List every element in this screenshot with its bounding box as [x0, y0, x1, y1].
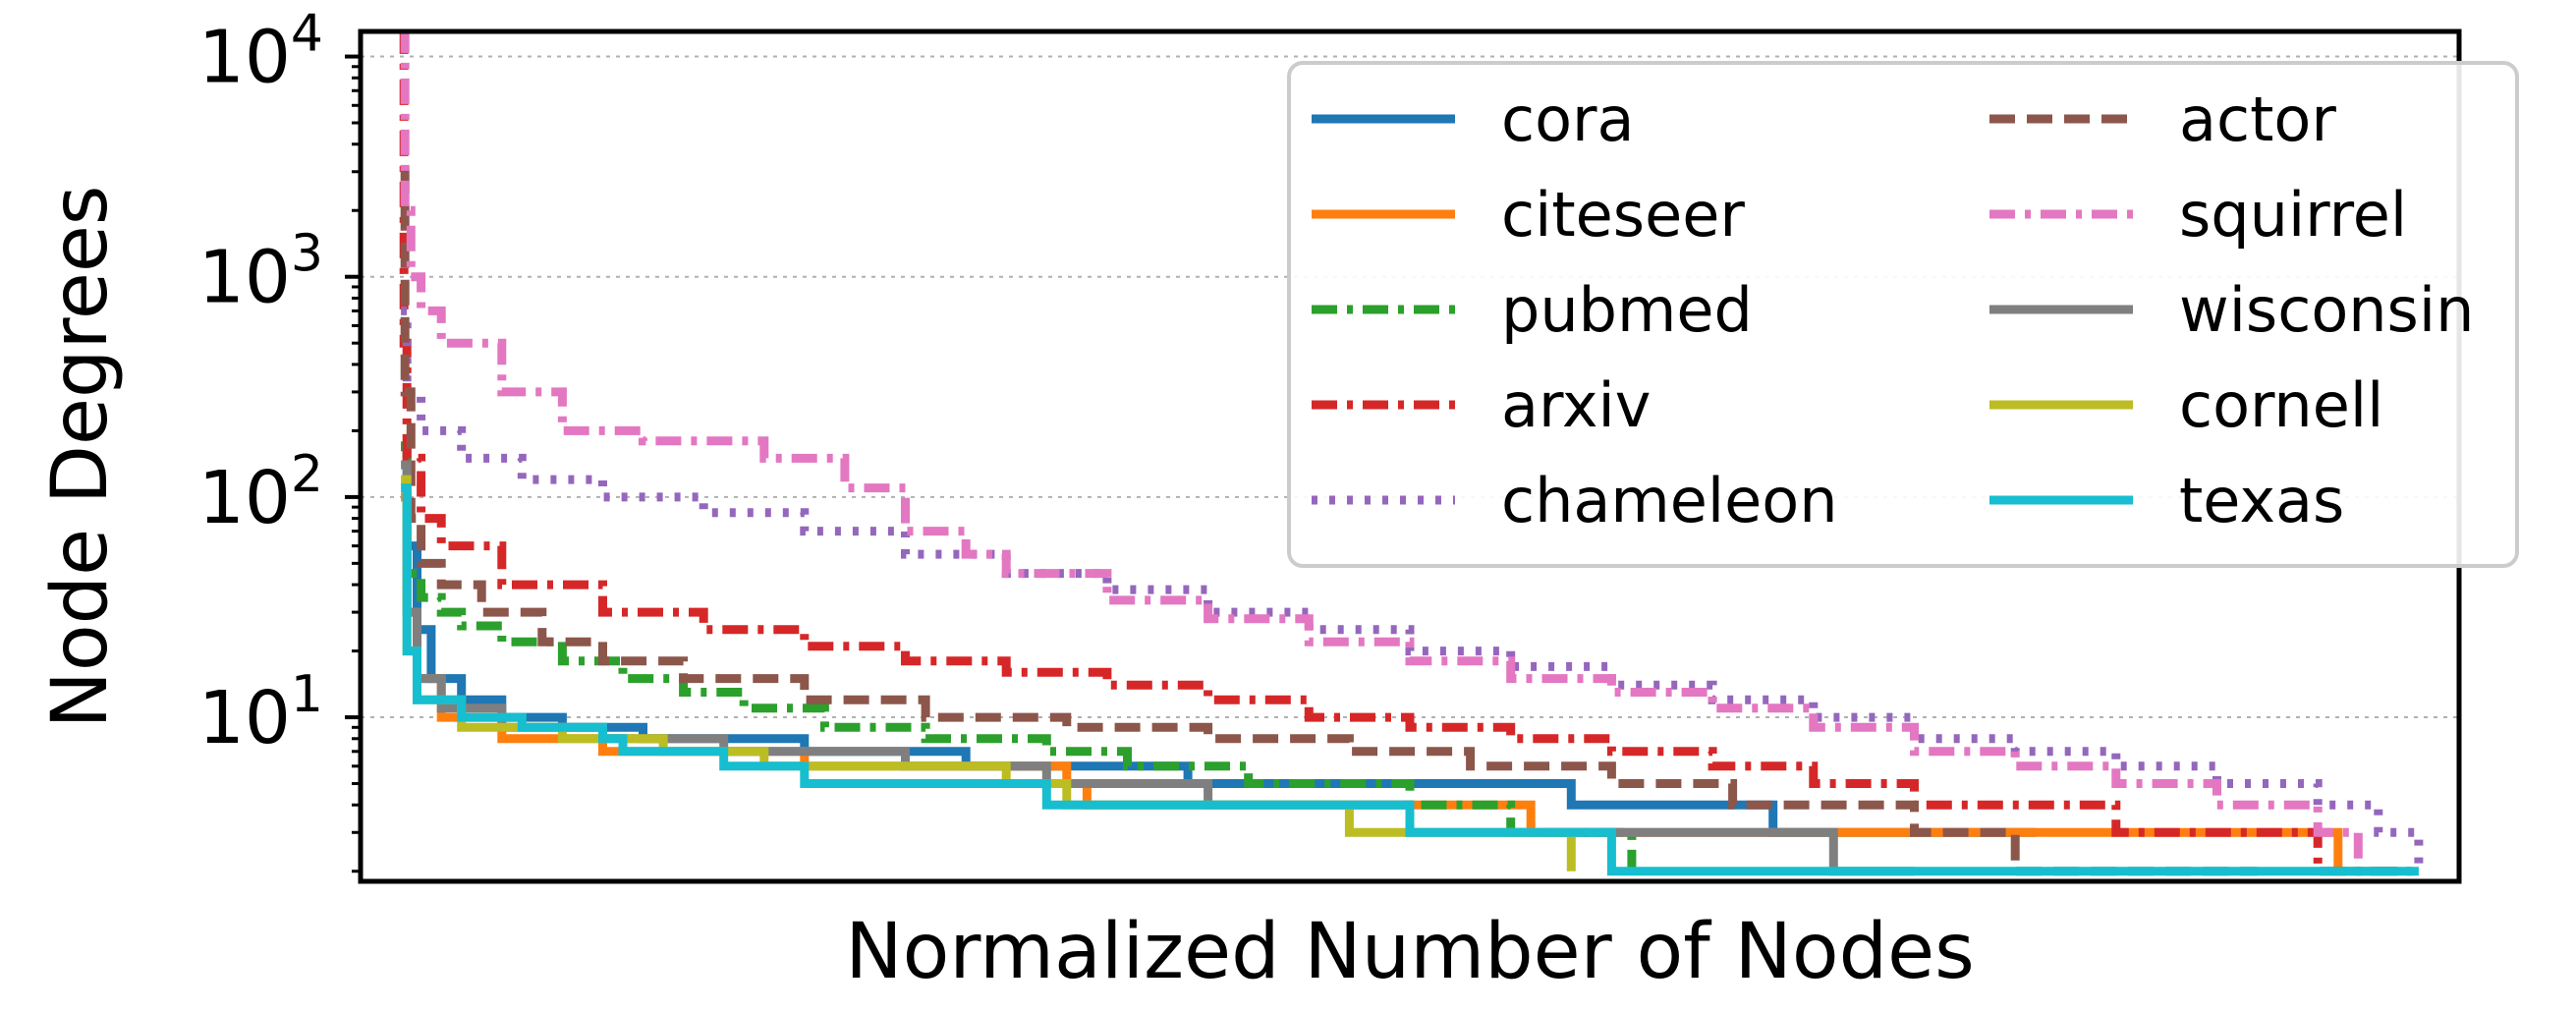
series-line-actor — [400, 167, 2258, 876]
legend: cora citeseer pubmed arxiv chameleon actor squ… — [1287, 61, 2519, 568]
y-axis-ticks: 101 102 103 104 — [198, 5, 361, 873]
plot-series — [399, 31, 2424, 876]
legend-label-arxiv: arxiv — [1501, 369, 1651, 441]
legend-label-pubmed: pubmed — [1501, 274, 1753, 346]
legend-label-squirrel: squirrel — [2179, 179, 2407, 251]
series-line-cora — [401, 442, 2036, 837]
y-tick-label: 101 — [198, 665, 323, 760]
legend-label-texas: texas — [2179, 465, 2344, 536]
x-axis-label: Normalized Number of Nodes — [845, 908, 1974, 996]
legend-label-cornell: cornell — [2179, 369, 2383, 441]
y-tick-label: 104 — [198, 5, 323, 100]
series-line-texas — [401, 483, 2419, 876]
legend-label-cora: cora — [1501, 84, 1635, 155]
legend-label-wisconsin: wisconsin — [2179, 274, 2474, 346]
legend-box — [1287, 61, 2519, 568]
series-line-squirrel — [400, 31, 2363, 871]
y-tick-label: 103 — [198, 225, 323, 320]
legend-label-chameleon: chameleon — [1501, 465, 1838, 536]
legend-label-citeseer: citeseer — [1501, 179, 1745, 251]
y-axis-label: Node Degrees — [36, 186, 125, 729]
legend-label-actor: actor — [2179, 84, 2336, 155]
y-tick-label: 102 — [198, 445, 323, 540]
